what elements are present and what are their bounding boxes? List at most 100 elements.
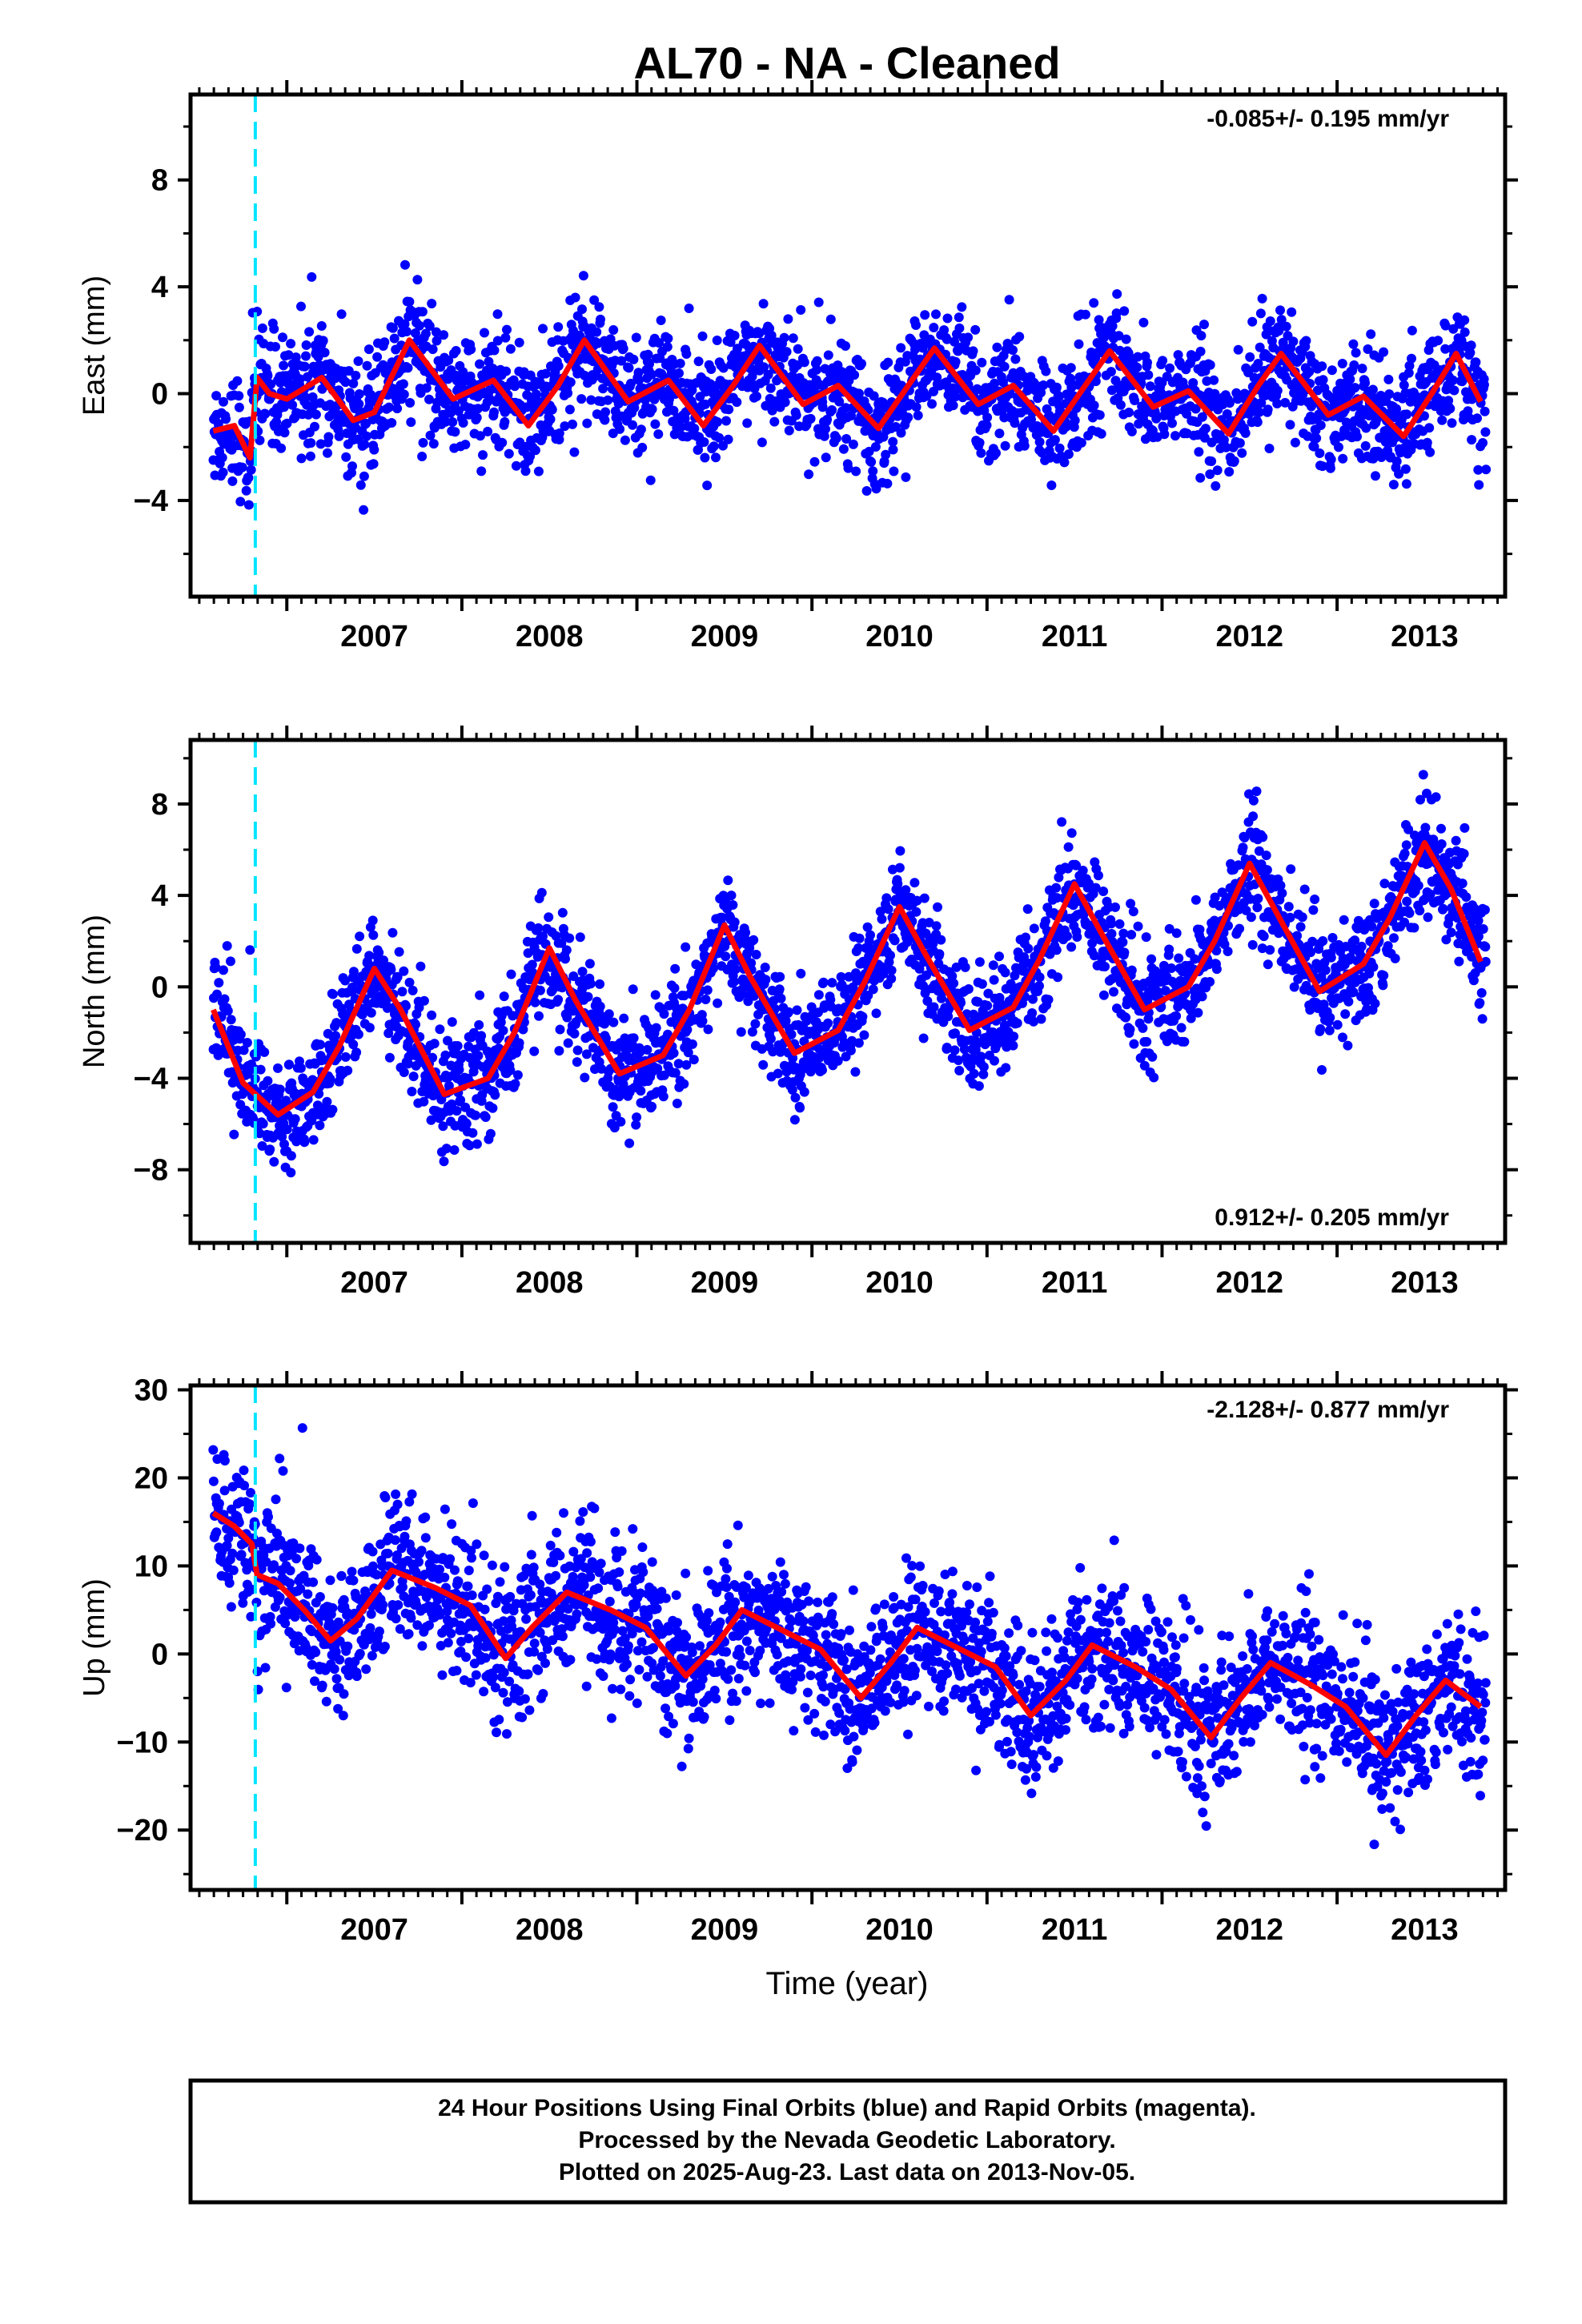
data-point <box>460 440 471 450</box>
data-point <box>416 961 426 971</box>
data-point <box>650 990 661 1000</box>
data-point <box>1290 437 1300 448</box>
data-point <box>628 984 638 995</box>
data-point <box>849 370 860 380</box>
data-point <box>793 344 803 354</box>
data-point <box>316 321 327 331</box>
data-point <box>1460 822 1470 833</box>
data-point <box>1401 479 1411 489</box>
data-point <box>1112 289 1122 300</box>
data-point <box>584 959 595 969</box>
data-point <box>1167 418 1177 428</box>
data-point <box>600 1033 611 1043</box>
data-point <box>560 421 570 432</box>
data-point <box>768 1047 778 1057</box>
data-point <box>781 347 792 357</box>
data-point <box>1182 408 1192 419</box>
data-point <box>845 1045 856 1055</box>
data-point <box>279 360 289 371</box>
data-point <box>1272 385 1283 396</box>
data-point <box>871 484 881 494</box>
data-point <box>781 1015 791 1026</box>
data-point <box>721 416 731 426</box>
data-point <box>1237 448 1247 458</box>
data-point <box>1349 360 1359 370</box>
data-point <box>1337 359 1347 368</box>
data-point <box>647 1101 657 1112</box>
data-point <box>1389 933 1399 943</box>
data-point <box>1253 894 1263 903</box>
data-point <box>282 418 292 428</box>
data-point <box>1264 444 1275 453</box>
data-point <box>492 309 503 320</box>
data-point <box>383 1028 394 1039</box>
data-point <box>235 1029 246 1039</box>
data-point <box>1106 367 1116 377</box>
data-point <box>1106 929 1117 939</box>
data-point <box>243 1069 253 1080</box>
data-point <box>1062 389 1072 400</box>
data-point <box>1129 1039 1139 1049</box>
data-point <box>669 983 680 993</box>
data-point <box>595 1001 605 1011</box>
data-point <box>389 333 400 344</box>
data-point <box>687 385 697 396</box>
data-point <box>427 299 437 309</box>
data-point <box>1283 902 1294 912</box>
data-point <box>452 1106 462 1116</box>
data-point <box>1272 399 1283 408</box>
data-point <box>1437 415 1447 425</box>
data-point <box>911 402 921 412</box>
data-point <box>490 1090 500 1100</box>
data-point <box>950 392 961 402</box>
data-point <box>387 927 398 938</box>
data-point <box>1388 480 1399 490</box>
data-point <box>1223 921 1233 931</box>
data-point <box>700 452 710 463</box>
data-point <box>857 359 866 369</box>
data-point <box>631 332 641 343</box>
data-point <box>1461 892 1472 903</box>
data-point <box>568 419 577 429</box>
data-point <box>1436 823 1446 834</box>
data-point <box>1394 468 1404 479</box>
data-point <box>1425 447 1435 457</box>
data-point <box>893 879 903 889</box>
data-point <box>1054 443 1065 453</box>
data-point <box>417 307 428 317</box>
data-point <box>929 1002 939 1012</box>
data-point <box>1080 309 1090 320</box>
data-point <box>924 918 934 927</box>
data-point <box>977 357 987 368</box>
data-point <box>714 432 725 443</box>
data-point <box>724 404 734 415</box>
data-point <box>817 1065 827 1076</box>
data-point <box>1004 295 1014 305</box>
data-point <box>1229 456 1239 466</box>
data-point <box>401 1001 411 1011</box>
data-point <box>1205 469 1215 480</box>
data-point <box>307 271 317 282</box>
data-point <box>1041 366 1051 376</box>
data-point <box>1440 320 1451 331</box>
data-point <box>732 397 742 408</box>
data-point <box>366 1007 376 1018</box>
data-point <box>1399 848 1410 858</box>
data-point <box>473 1051 484 1061</box>
data-point <box>428 439 439 449</box>
data-point <box>568 971 579 981</box>
data-point <box>489 407 499 417</box>
data-point <box>1143 370 1154 380</box>
data-point <box>307 392 318 402</box>
data-point <box>663 1029 673 1039</box>
data-point <box>518 1024 528 1035</box>
data-point <box>791 410 801 420</box>
data-point <box>1141 932 1151 943</box>
data-point <box>950 1028 960 1039</box>
data-point <box>723 875 733 886</box>
data-point <box>1459 849 1469 859</box>
data-point <box>1390 432 1400 443</box>
data-point <box>760 963 770 972</box>
data-point <box>796 968 806 979</box>
data-point <box>1200 424 1211 434</box>
